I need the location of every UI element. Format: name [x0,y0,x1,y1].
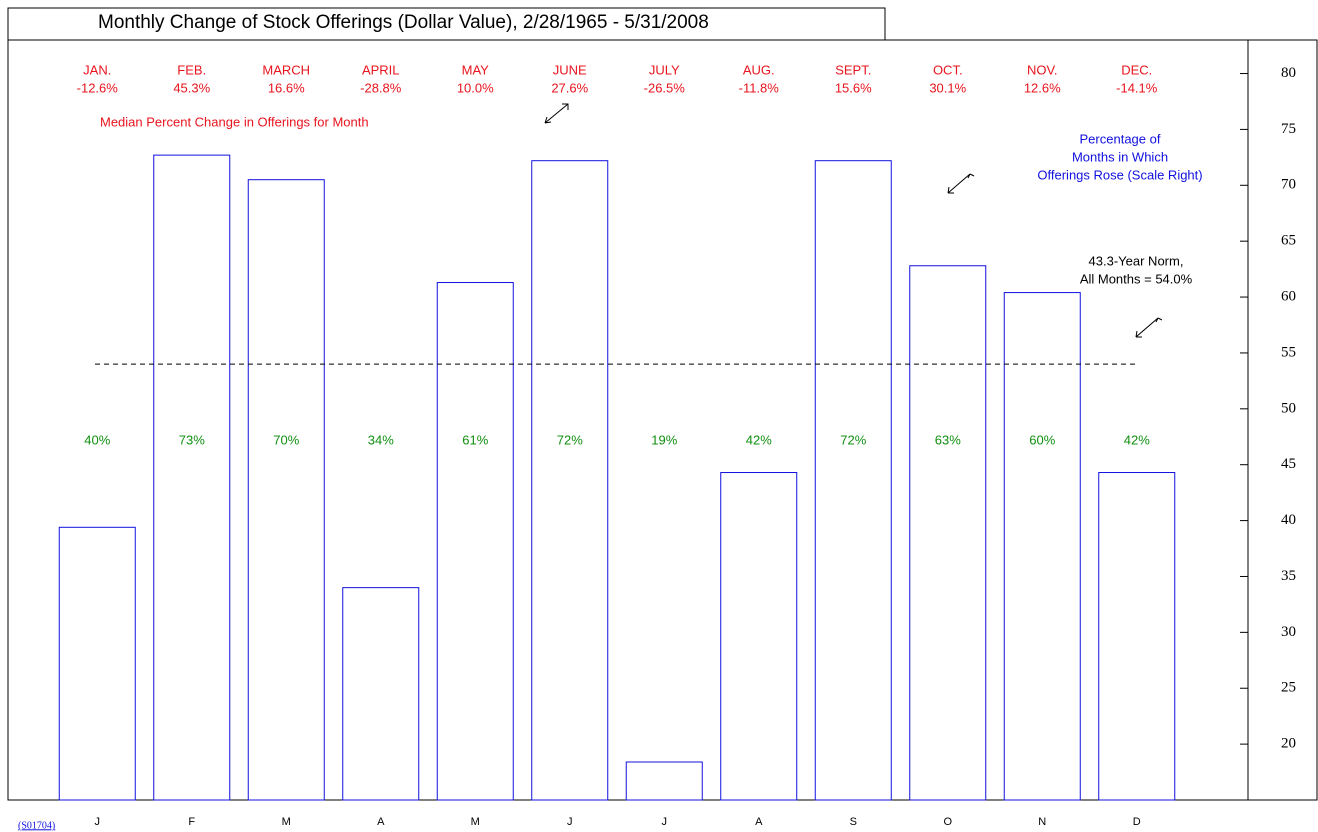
x-tick-label: A [755,816,763,828]
month-name: AUG. [743,62,775,77]
rise-label: 42% [746,432,772,447]
median-change: 10.0% [457,80,494,95]
source-code: (S01704) [18,820,55,831]
norm-label: All Months = 54.0% [1080,271,1193,286]
month-name: DEC. [1121,62,1152,77]
bar [436,282,514,801]
rise-label: 72% [557,432,583,447]
x-tick-label: D [1133,816,1141,828]
x-tick-label: J [662,816,668,828]
y-tick-label: 70 [1281,177,1296,193]
bar [247,179,325,801]
median-caption: Median Percent Change in Offerings for M… [100,114,369,129]
norm-label: 43.3-Year Norm, [1089,253,1184,268]
rise-label: 40% [84,432,110,447]
month-name: JULY [649,62,680,77]
month-name: JAN. [83,62,111,77]
rise-label: 72% [840,432,866,447]
y-tick-label: 30 [1281,624,1296,640]
bar [625,761,703,801]
rise-label: 34% [368,432,394,447]
x-tick-label: M [282,816,291,828]
median-change: 45.3% [173,80,210,95]
median-change: -26.5% [644,80,686,95]
rise-label: 60% [1029,432,1055,447]
x-tick-label: F [188,816,195,828]
month-name: FEB. [177,62,206,77]
median-change: -12.6% [77,80,119,95]
month-name: JUNE [553,62,587,77]
median-change: 16.6% [268,80,305,95]
rise-label: 61% [462,432,488,447]
rise-label: 19% [651,432,677,447]
x-tick-label: N [1038,816,1046,828]
bar [909,265,987,801]
x-tick-label: O [943,816,952,828]
rise-label: 73% [179,432,205,447]
rise-label: 42% [1124,432,1150,447]
title-box [7,7,886,40]
bar [153,154,231,801]
y-tick-label: 40 [1281,512,1296,528]
month-name: SEPT. [835,62,871,77]
median-change: -28.8% [360,80,402,95]
y-tick-label: 20 [1281,736,1296,752]
x-tick-label: J [567,816,573,828]
median-change: -14.1% [1116,80,1158,95]
x-tick-label: A [377,816,385,828]
y-tick-label: 45 [1281,456,1296,472]
bar [531,160,609,801]
median-change: 27.6% [551,80,588,95]
bar [342,587,420,801]
bar [1003,292,1081,801]
bar-caption: Months in Which [1072,149,1168,164]
y-tick-label: 55 [1281,344,1296,360]
median-change: 12.6% [1024,80,1061,95]
y-tick-label: 50 [1281,400,1296,416]
y-tick-label: 25 [1281,680,1296,696]
month-name: MARCH [262,62,310,77]
median-change: 30.1% [929,80,966,95]
x-tick-label: S [850,816,857,828]
y-tick-label: 35 [1281,568,1296,584]
median-change: 15.6% [835,80,872,95]
median-change: -11.8% [739,80,780,95]
y-tick-label: 80 [1281,65,1296,81]
rise-label: 63% [935,432,961,447]
bar [1098,472,1176,801]
bar [58,526,136,801]
y-tick-label: 65 [1281,233,1296,249]
rise-label: 70% [273,432,299,447]
month-name: OCT. [933,62,963,77]
bar [814,160,892,801]
month-name: MAY [462,62,490,77]
y-tick-label: 60 [1281,288,1296,304]
bar-caption: Offerings Rose (Scale Right) [1037,167,1202,182]
chart-title: Monthly Change of Stock Offerings (Dolla… [98,12,709,33]
y-tick-label: 75 [1281,121,1296,137]
x-tick-label: M [471,816,480,828]
bar [720,472,798,801]
bar-caption: Percentage of [1080,131,1161,146]
arrows [544,103,1163,338]
month-name: APRIL [362,62,400,77]
x-tick-label: J [95,816,101,828]
month-name: NOV. [1027,62,1058,77]
